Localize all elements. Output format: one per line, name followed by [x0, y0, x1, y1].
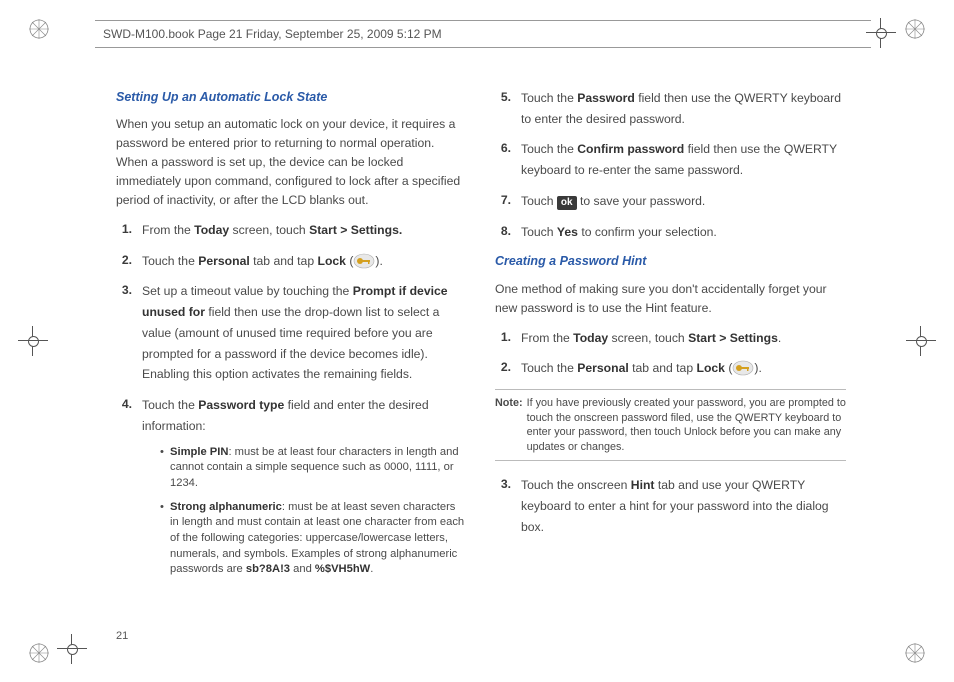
- step-body: Touch ok to save your password.: [521, 191, 846, 212]
- step-body: Touch the onscreen Hint tab and use your…: [521, 475, 846, 537]
- crossmark-right: [906, 326, 936, 356]
- step-number: 2.: [495, 358, 511, 379]
- step-number: 1.: [495, 328, 511, 349]
- page-content: Setting Up an Automatic Lock State When …: [116, 88, 846, 628]
- step-number: 5.: [495, 88, 511, 129]
- hint-steps-continued: 3. Touch the onscreen Hint tab and use y…: [495, 475, 846, 537]
- step-body: From the Today screen, touch Start > Set…: [521, 328, 846, 349]
- step-number: 4.: [116, 395, 132, 586]
- step-body: Touch the Personal tab and tap Lock ().: [142, 251, 467, 272]
- step-body: Touch the Confirm password field then us…: [521, 139, 846, 180]
- step-number: 8.: [495, 222, 511, 243]
- step-body: Touch Yes to confirm your selection.: [521, 222, 846, 243]
- framemaker-header: SWD-M100.book Page 21 Friday, September …: [95, 20, 871, 48]
- column-left: Setting Up an Automatic Lock State When …: [116, 88, 467, 628]
- step-number: 3.: [495, 475, 511, 537]
- regmark-top-left: [28, 18, 50, 40]
- step-number: 6.: [495, 139, 511, 180]
- step-number: 2.: [116, 251, 132, 272]
- password-type-bullets: Simple PIN: must be at least four charac…: [142, 445, 467, 578]
- ok-button-graphic: ok: [557, 196, 577, 210]
- section-title-autolock: Setting Up an Automatic Lock State: [116, 88, 467, 107]
- crossmark-left: [18, 326, 48, 356]
- step-body: Touch the Password type field and enter …: [142, 395, 467, 586]
- step-body: From the Today screen, touch Start > Set…: [142, 220, 467, 241]
- regmark-bottom-right: [904, 642, 926, 664]
- autolock-intro: When you setup an automatic lock on your…: [116, 115, 467, 210]
- note-text: If you have previously created your pass…: [527, 396, 846, 454]
- section-title-hint: Creating a Password Hint: [495, 252, 846, 271]
- hint-steps: 1. From the Today screen, touch Start > …: [495, 328, 846, 379]
- step-body: Touch the Password field then use the QW…: [521, 88, 846, 129]
- step-number: 1.: [116, 220, 132, 241]
- header-text: SWD-M100.book Page 21 Friday, September …: [103, 27, 442, 41]
- step-number: 7.: [495, 191, 511, 212]
- step-body: Touch the Personal tab and tap Lock ().: [521, 358, 846, 379]
- bullet-simple-pin: Simple PIN: must be at least four charac…: [160, 445, 467, 492]
- regmark-top-right: [904, 18, 926, 40]
- autolock-steps-continued: 5. Touch the Password field then use the…: [495, 88, 846, 242]
- hint-intro: One method of making sure you don't acci…: [495, 280, 846, 318]
- crossmark-bottom: [57, 634, 87, 664]
- regmark-bottom-left: [28, 642, 50, 664]
- note-label: Note:: [495, 396, 523, 454]
- step-number: 3.: [116, 281, 132, 385]
- note-block: Note: If you have previously created you…: [495, 389, 846, 461]
- column-right: 5. Touch the Password field then use the…: [495, 88, 846, 628]
- step-body: Set up a timeout value by touching the P…: [142, 281, 467, 385]
- autolock-steps: 1. From the Today screen, touch Start > …: [116, 220, 467, 586]
- lock-key-icon: [353, 253, 375, 269]
- bullet-strong-alpha: Strong alphanumeric: must be at least se…: [160, 500, 467, 578]
- lock-key-icon: [732, 360, 754, 376]
- page-number: 21: [116, 630, 128, 642]
